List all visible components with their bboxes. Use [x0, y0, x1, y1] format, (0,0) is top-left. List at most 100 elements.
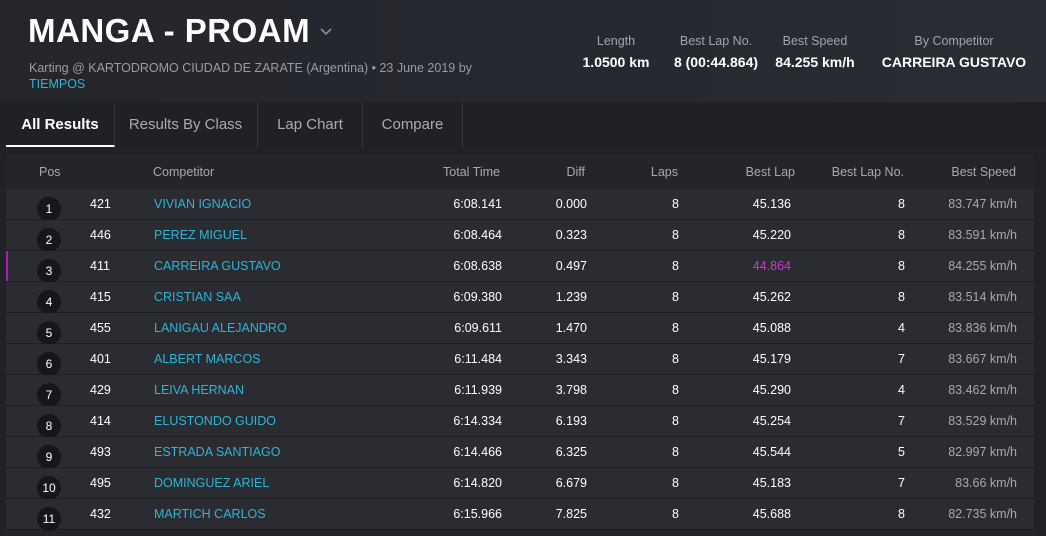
- position-badge: 7: [37, 383, 61, 407]
- best-lap-no: 5: [898, 445, 905, 459]
- best-speed: 83.591 km/h: [948, 228, 1017, 242]
- position-badge: 6: [37, 352, 61, 376]
- kart-number: 401: [90, 352, 111, 366]
- competitor-link[interactable]: MARTICH CARLOS: [154, 507, 266, 521]
- table-row[interactable]: 7 429 LEIVA HERNAN 6:11.939 3.798 8 45.290 4 83.…: [6, 375, 1034, 407]
- col-best-lap[interactable]: Best Lap: [745, 165, 795, 179]
- chevron-down-icon[interactable]: [320, 28, 332, 38]
- best-lap: 45.688: [752, 507, 791, 521]
- diff: 3.798: [555, 383, 587, 397]
- kart-number: 493: [90, 445, 111, 459]
- best-speed: 83.66 km/h: [955, 476, 1017, 490]
- page-title[interactable]: MANGA - PROAM: [28, 12, 311, 49]
- competitor-link[interactable]: VIVIAN IGNACIO: [154, 197, 252, 211]
- position-badge: 3: [37, 259, 61, 283]
- position-badge: 1: [37, 197, 61, 221]
- results-table: Pos Competitor Total Time Diff Laps Best…: [6, 155, 1034, 536]
- best-lap-no: 7: [898, 476, 905, 490]
- diff: 6.325: [555, 445, 587, 459]
- title-row[interactable]: MANGA - PROAM: [28, 12, 332, 50]
- best-lap-no: 8: [898, 507, 905, 521]
- competitor-link[interactable]: ELUSTONDO GUIDO: [154, 414, 277, 428]
- tab-compare[interactable]: Compare: [363, 103, 463, 147]
- table-row[interactable]: 9 493 ESTRADA SANTIAGO 6:14.466 6.325 8 45.544…: [6, 437, 1034, 469]
- stat-label: Best Lap No.: [679, 34, 753, 48]
- best-speed: 82.997 km/h: [948, 445, 1017, 459]
- kart-number: 421: [90, 197, 111, 211]
- laps: 8: [672, 290, 679, 304]
- table-row[interactable]: 2 446 PEREZ MIGUEL 6:08.464 0.323 8 45.220 8 83.…: [6, 220, 1034, 252]
- best-speed: 84.255 km/h: [948, 259, 1017, 273]
- table-header: Pos Competitor Total Time Diff Laps Best…: [6, 155, 1034, 189]
- table-row[interactable]: 6 401 ALBERT MARCOS 6:11.484 3.343 8 45.179 7 83…: [6, 344, 1034, 376]
- diff: 1.239: [555, 290, 587, 304]
- position-badge: 4: [37, 290, 61, 314]
- best-lap-no: 8: [898, 197, 905, 211]
- best-speed: 82.735 km/h: [948, 507, 1017, 521]
- competitor-link[interactable]: LANIGAU ALEJANDRO: [154, 321, 287, 335]
- position-badge: 5: [37, 321, 61, 345]
- diff: 0.323: [555, 228, 587, 242]
- kart-number: 411: [90, 259, 110, 273]
- kart-number: 455: [90, 321, 111, 335]
- table-row[interactable]: 11 432 MARTICH CARLOS 6:15.966 7.825 8 45.688 8…: [6, 499, 1034, 531]
- event-subtitle: Karting @ KARTODROMO CIUDAD DE ZARATE (A…: [29, 60, 499, 92]
- table-row[interactable]: 8 414 ELUSTONDO GUIDO 6:14.334 6.193 8 45.254 7…: [6, 406, 1034, 438]
- competitor-link[interactable]: LEIVA HERNAN: [154, 383, 245, 397]
- col-competitor[interactable]: Competitor: [153, 165, 215, 179]
- competitor-link[interactable]: ALBERT MARCOS: [154, 352, 261, 366]
- tab-all-results[interactable]: All Results: [6, 103, 115, 147]
- stat-value: 8 (00:44.864): [673, 54, 759, 70]
- laps: 8: [672, 445, 679, 459]
- col-best-speed[interactable]: Best Speed: [951, 165, 1016, 179]
- table-row[interactable]: 5 455 LANIGAU ALEJANDRO 6:09.611 1.470 8 45.08…: [6, 313, 1034, 345]
- best-lap-no: 4: [898, 383, 905, 397]
- competitor-link[interactable]: CRISTIAN SAA: [154, 290, 241, 304]
- best-lap: 45.262: [752, 290, 791, 304]
- competitor-link[interactable]: ESTRADA SANTIAGO: [154, 445, 281, 459]
- col-diff[interactable]: Diff: [566, 165, 585, 179]
- total-time: 6:08.141: [453, 197, 502, 211]
- organizer-link[interactable]: TIEMPOS: [29, 77, 86, 91]
- laps: 8: [672, 228, 679, 242]
- laps: 8: [672, 259, 679, 273]
- laps: 8: [672, 321, 679, 335]
- col-pos[interactable]: Pos: [39, 165, 61, 179]
- tab-lap-chart[interactable]: Lap Chart: [258, 103, 363, 147]
- table-row[interactable]: 3 411 CARREIRA GUSTAVO 6:08.638 0.497 8 44.864…: [6, 251, 1034, 283]
- laps: 8: [672, 414, 679, 428]
- tab-results-by-class[interactable]: Results By Class: [114, 103, 258, 147]
- competitor-link[interactable]: PEREZ MIGUEL: [154, 228, 248, 242]
- best-speed: 83.514 km/h: [948, 290, 1017, 304]
- kart-number: 415: [90, 290, 111, 304]
- best-lap: 44.864: [752, 259, 791, 273]
- stat-length: Length 1.0500 km: [568, 34, 664, 70]
- kart-number: 446: [90, 228, 111, 242]
- event-info: Karting @ KARTODROMO CIUDAD DE ZARATE (A…: [29, 61, 472, 75]
- col-laps[interactable]: Laps: [650, 165, 678, 179]
- total-time: 6:14.466: [453, 445, 502, 459]
- col-best-lap-no[interactable]: Best Lap No.: [831, 165, 904, 179]
- competitor-link[interactable]: CARREIRA GUSTAVO: [154, 259, 281, 273]
- table-row[interactable]: 4 415 CRISTIAN SAA 6:09.380 1.239 8 45.262 8 83.…: [6, 282, 1034, 314]
- stat-value: 1.0500 km: [582, 54, 650, 70]
- kart-number: 414: [90, 414, 111, 428]
- stat-by-competitor: By Competitor CARREIRA GUSTAVO: [880, 34, 1028, 70]
- col-total-time[interactable]: Total Time: [443, 165, 500, 179]
- total-time: 6:14.820: [453, 476, 502, 490]
- best-lap: 45.183: [752, 476, 791, 490]
- best-lap: 45.254: [752, 414, 791, 428]
- stat-value: 84.255 km/h: [775, 54, 855, 70]
- diff: 7.825: [555, 507, 587, 521]
- position-badge: 11: [37, 507, 61, 531]
- best-lap: 45.088: [752, 321, 791, 335]
- diff: 1.470: [555, 321, 587, 335]
- position-badge: 10: [37, 476, 61, 500]
- competitor-link[interactable]: DOMINGUEZ ARIEL: [154, 476, 270, 490]
- table-row[interactable]: 1 421 VIVIAN IGNACIO 6:08.141 0.000 8 45.136 8 8…: [6, 189, 1034, 221]
- table-row[interactable]: 10 495 DOMINGUEZ ARIEL 6:14.820 6.679 8 45.183…: [6, 468, 1034, 500]
- diff: 6.679: [555, 476, 587, 490]
- page-header: MANGA - PROAM Karting @ KARTODROMO CIUDA…: [0, 0, 1046, 102]
- best-lap: 45.290: [752, 383, 791, 397]
- best-speed: 83.462 km/h: [948, 383, 1017, 397]
